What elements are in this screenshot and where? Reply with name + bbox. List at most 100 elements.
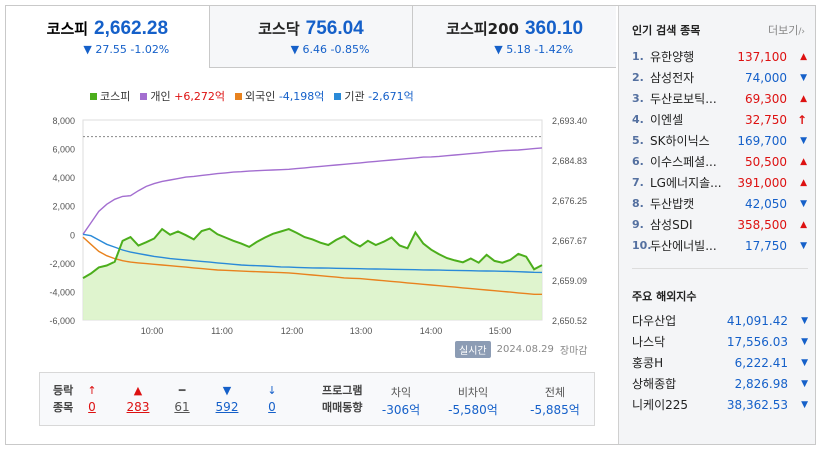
popular-stock-row[interactable]: 2. 삼성전자 74,000 ▼ <box>632 67 808 88</box>
x-tick-label: 10:00 <box>141 326 164 336</box>
stock-name[interactable]: 삼성전자 <box>650 71 695 85</box>
breadth-upper-limit[interactable]: ↑ 0 <box>72 382 112 416</box>
world-index-row[interactable]: 니케이225 38,362.53 ▼ <box>632 394 808 415</box>
chart-date: 2024.08.29 <box>496 344 554 355</box>
stock-name[interactable]: 두산로보틱... <box>650 92 717 106</box>
stock-price: 17,750 <box>745 238 787 253</box>
breadth-rising-count[interactable]: 283 <box>126 400 150 414</box>
world-index-name[interactable]: 다우산업 <box>632 314 677 328</box>
stock-name[interactable]: SK하이닉스 <box>650 134 710 148</box>
program-label-line2: 매매동향 <box>322 401 363 414</box>
up-triangle-icon: ▲ <box>800 177 807 188</box>
down-triangle-icon: ▼ <box>801 336 808 347</box>
breadth-label: 등락 종목 <box>53 382 73 416</box>
right-tick-label: 2,693.40 <box>552 116 587 126</box>
tab-kosdaq[interactable]: 코스닥 756.04 ▼ 6.46 -0.85% <box>208 6 413 67</box>
legend-kospi-label: 코스피 <box>100 90 131 103</box>
tab-kospi[interactable]: 코스피 2,662.28 ▼ 27.55 -1.02% <box>6 6 209 68</box>
sidebar-divider <box>632 268 808 269</box>
up-triangle-icon: ▲ <box>800 51 807 62</box>
market-breadth-box: 등락 종목 프로그램 매매동향 ↑ 0 ▲ 283 ━ 61 ▼ 592 ↓ 0 차익 -306억 비차… <box>39 372 595 426</box>
world-index-row[interactable]: 상해종합 2,826.98 ▼ <box>632 373 808 394</box>
breadth-unchanged-icon: ━ <box>178 384 186 397</box>
stock-name[interactable]: 이수스페셜... <box>650 155 717 169</box>
stock-name[interactable]: 이엔셀 <box>650 113 684 127</box>
popular-stock-row[interactable]: 10. 두산에너빌... 17,750 ▼ <box>632 235 808 256</box>
left-tick-label: -2,000 <box>49 259 75 269</box>
program-arbitrage-value: -306억 <box>381 403 421 417</box>
market-status: 장마감 <box>559 346 588 357</box>
breadth-lower-limit-count[interactable]: 0 <box>268 400 276 414</box>
tab-name: 코스피 <box>46 20 89 38</box>
rank-number: 2. <box>632 71 644 84</box>
tab-change: ▼ 27.55 -1.02% <box>83 43 170 56</box>
popular-title: 인기 검색 종목 <box>632 24 701 37</box>
down-triangle-icon: ▼ <box>801 315 808 326</box>
stock-name[interactable]: 두산밥캣 <box>650 197 695 211</box>
breadth-lower-limit[interactable]: ↓ 0 <box>252 382 292 416</box>
popular-stock-row[interactable]: 5. SK하이닉스 169,700 ▼ <box>632 130 808 151</box>
x-tick-label: 14:00 <box>420 326 443 336</box>
up-triangle-icon: ▲ <box>800 93 807 104</box>
program-label: 프로그램 매매동향 <box>322 382 362 416</box>
popular-stock-row[interactable]: 8. 두산밥캣 42,050 ▼ <box>632 193 808 214</box>
chart-legend: 코스피 개인 +6,272억 외국인 -4,198억 기관 -2,671억 <box>90 88 414 104</box>
stock-name[interactable]: 유한양행 <box>650 50 695 64</box>
popular-stock-row[interactable]: 3. 두산로보틱... 69,300 ▲ <box>632 88 808 109</box>
intraday-chart[interactable]: 8,000 6,000 4,000 2,000 0 -2,000 -4,000 -6,000 2… <box>6 84 616 364</box>
left-tick-label: 2,000 <box>52 202 75 212</box>
tab-change: ▼ 6.46 -0.85% <box>290 43 370 56</box>
tab-kospi200[interactable]: 코스피200 360.10 ▼ 5.18 -1.42% <box>412 6 617 67</box>
world-index-name[interactable]: 홍콩H <box>632 356 664 370</box>
world-index-row[interactable]: 나스닥 17,556.03 ▼ <box>632 331 808 352</box>
world-index-name[interactable]: 니케이225 <box>632 398 689 412</box>
realtime-badge[interactable]: 실시간 <box>455 341 491 358</box>
right-tick-label: 2,684.83 <box>552 156 587 166</box>
tab-value: 756.04 <box>305 18 364 39</box>
down-triangle-icon: ▼ <box>801 357 808 368</box>
stock-price: 391,000 <box>737 175 787 190</box>
popular-stock-row[interactable]: 4. 이엔셀 32,750 ↑ <box>632 109 808 130</box>
world-index-value: 17,556.03 <box>726 334 788 349</box>
popular-stock-row[interactable]: 1. 유한양행 137,100 ▲ <box>632 46 808 67</box>
world-index-name[interactable]: 나스닥 <box>632 335 666 349</box>
stock-name[interactable]: LG에너지솔... <box>650 176 722 190</box>
tab-header: 코스닥 756.04 <box>210 18 413 40</box>
popular-stock-row[interactable]: 6. 이수스페셜... 50,500 ▲ <box>632 151 808 172</box>
popular-stock-row[interactable]: 9. 삼성SDI 358,500 ▲ <box>632 214 808 235</box>
breadth-upper-limit-count[interactable]: 0 <box>88 400 96 414</box>
breadth-falling-count[interactable]: 592 <box>215 400 239 414</box>
more-link-label: 더보기 <box>767 24 799 37</box>
rank-number: 5. <box>632 134 644 147</box>
program-total-head: 전체 <box>544 386 566 399</box>
series-line-institution <box>82 233 543 274</box>
world-index-value: 6,222.41 <box>734 355 788 370</box>
down-triangle-icon: ▼ <box>800 198 807 209</box>
legend-institution-label: 기관 <box>344 90 365 103</box>
breadth-unchanged[interactable]: ━ 61 <box>162 382 202 416</box>
world-index-value: 38,362.53 <box>726 397 788 412</box>
breadth-lower-limit-icon: ↓ <box>267 384 277 397</box>
stock-price: 358,500 <box>737 217 787 232</box>
stock-price: 50,500 <box>745 154 787 169</box>
breadth-falling[interactable]: ▼ 592 <box>207 382 247 416</box>
more-link[interactable]: 더보기/› <box>768 22 805 38</box>
stock-name[interactable]: 삼성SDI <box>650 218 693 232</box>
rank-number: 7. <box>632 176 644 189</box>
tab-value: 360.10 <box>524 18 584 39</box>
index-panel: 코스피 2,662.28 ▼ 27.55 -1.02% 코스닥 756.04 ▼ 6.46… <box>6 6 617 444</box>
rank-number: 9. <box>632 218 644 231</box>
right-tick-label: 2,676.25 <box>552 196 587 206</box>
breadth-label-line2: 종목 <box>53 401 74 414</box>
legend-individual: 개인 +6,272억 <box>140 88 225 104</box>
legend-kospi-swatch <box>90 92 97 100</box>
world-index-row[interactable]: 홍콩H 6,222.41 ▼ <box>632 352 808 373</box>
world-index-name[interactable]: 상해종합 <box>632 377 677 391</box>
popular-stock-row[interactable]: 7. LG에너지솔... 391,000 ▲ <box>632 172 808 193</box>
breadth-unchanged-count[interactable]: 61 <box>174 400 190 414</box>
stock-name[interactable]: 두산에너빌... <box>650 239 717 253</box>
world-index-row[interactable]: 다우산업 41,091.42 ▼ <box>632 310 808 331</box>
legend-individual-swatch <box>140 92 148 100</box>
x-tick-label: 11:00 <box>211 326 233 336</box>
breadth-rising[interactable]: ▲ 283 <box>118 382 158 416</box>
